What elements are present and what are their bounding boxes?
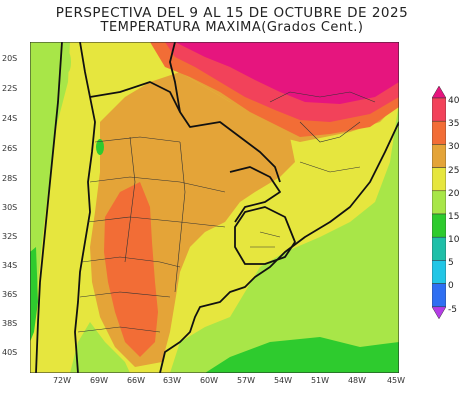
colorbar-label: 15 (448, 212, 460, 222)
colorbar-band (432, 144, 446, 168)
colorbar-band (432, 190, 446, 215)
colorbar-label: 5 (448, 258, 454, 268)
colorbar-band (432, 283, 446, 308)
lon-label: 54W (273, 376, 293, 385)
lon-label: 45W (386, 376, 406, 385)
lat-label: 28S (2, 174, 18, 183)
band-40-45 (175, 42, 399, 104)
colorbar-label: -5 (448, 305, 457, 315)
colorbar-band (432, 97, 446, 122)
band-15-20-west (30, 42, 70, 342)
lon-label: 63W (162, 376, 182, 385)
colorbar-band (432, 213, 446, 238)
lat-label: 22S (2, 84, 18, 93)
lon-label: 48W (347, 376, 367, 385)
band-10-15-south-atlantic (205, 337, 399, 373)
colorbar-band (432, 260, 446, 284)
temperature-map (30, 42, 399, 373)
province-borders (77, 91, 376, 333)
band-10-15-spot (96, 139, 104, 155)
band-30-35-central (104, 182, 158, 357)
lon-label: 66W (126, 376, 146, 385)
colorbar-label: 40 (448, 96, 460, 106)
colorbar-label: 20 (448, 189, 460, 199)
lon-label: 69W (89, 376, 109, 385)
lon-label: 51W (310, 376, 330, 385)
colorbar-band (432, 86, 446, 99)
colorbar-label: 25 (448, 166, 460, 176)
band-15-20-atlantic (170, 102, 399, 373)
colorbar-band (432, 236, 446, 261)
country-borders (35, 42, 399, 373)
lat-label: 26S (2, 144, 18, 153)
lat-label: 38S (2, 319, 18, 328)
lat-label: 36S (2, 290, 18, 299)
band-15-20-spot (65, 52, 71, 72)
colorbar-band (432, 306, 446, 320)
band-10-15-chile (30, 247, 38, 342)
colorbar-label: 35 (448, 119, 460, 129)
lat-label: 32S (2, 232, 18, 241)
temperature-colorbar (432, 86, 446, 320)
colorbar-band (432, 120, 446, 145)
band-15-20-patagonia (70, 322, 130, 373)
lat-label: 30S (2, 203, 18, 212)
lat-label: 34S (2, 261, 18, 270)
colorbar-label: 30 (448, 142, 460, 152)
lon-label: 60W (199, 376, 219, 385)
colorbar-label: 10 (448, 235, 460, 245)
lon-label: 72W (52, 376, 72, 385)
colorbar-label: 0 (448, 281, 454, 291)
lon-label: 57W (236, 376, 256, 385)
map-subtitle: TEMPERATURA MAXIMA(Grados Cent.) (100, 20, 364, 35)
map-title: PERSPECTIVA DEL 9 AL 15 DE OCTUBRE DE 20… (55, 5, 409, 21)
lat-label: 24S (2, 114, 18, 123)
lat-label: 20S (2, 54, 18, 63)
lat-label: 40S (2, 348, 18, 357)
colorbar-band (432, 167, 446, 192)
